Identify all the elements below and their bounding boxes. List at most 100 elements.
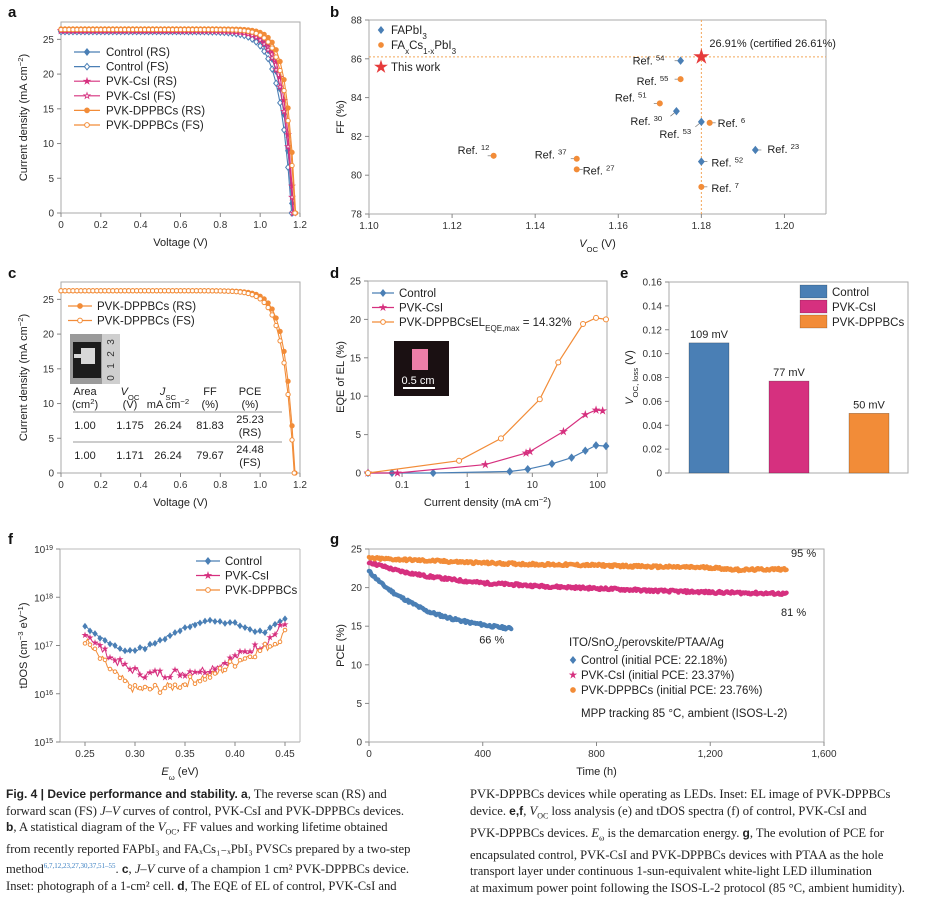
legend-swatch (799, 299, 828, 314)
data-point (536, 396, 543, 403)
table-cell-pce: 25.23 (236, 414, 264, 426)
max-eqe-annotation: ELEQE,max = 14.32% (471, 317, 572, 333)
data-point (277, 639, 283, 645)
data-point (152, 682, 158, 688)
data-point (187, 674, 193, 679)
y-tick-label: 20 (43, 330, 55, 341)
x-axis-label: Current density (mA cm−2) (424, 495, 551, 510)
legend-marker-facs (378, 42, 384, 48)
caption-line: method6,7,12,23,27,30,37,51–55. c, J–V c… (6, 861, 409, 877)
data-point (506, 467, 514, 476)
panel-a: 0 5 10 15 20 25 0 0.2 0.4 0.6 0.8 1.0 1.2 Voltage (V)… (16, 21, 307, 249)
data-point (429, 468, 437, 478)
data-point (202, 677, 208, 682)
legend-marker (569, 656, 577, 664)
table-header-unit: (%) (241, 399, 258, 411)
data-point (132, 683, 138, 688)
legend-label: PVK-DPPBCs (399, 317, 471, 329)
data-point (192, 681, 198, 687)
legend: ITO/SnO2/perovskite/PTAA/Ag Control (init… (568, 637, 788, 720)
y-tick-label: 1016 (34, 689, 53, 701)
data-point (142, 645, 148, 653)
bar (688, 342, 730, 474)
data-point (267, 624, 273, 632)
ref-point-55: Ref. 55 (637, 74, 684, 88)
panel-letter-g: g (330, 531, 339, 548)
data-point (197, 619, 203, 627)
data-point (177, 685, 183, 690)
table-cell: 79.67 (196, 450, 224, 462)
panel-letter-f: f (8, 531, 14, 548)
data-point (580, 409, 590, 419)
data-point (247, 625, 253, 633)
legend: PVK-DPPBCs (RS) PVK-DPPBCs (FS) (68, 301, 196, 328)
data-point (82, 622, 88, 630)
retention-label-csi: 81 % (781, 607, 806, 619)
inset-photo: 0 1 2 3 (70, 334, 120, 384)
data-point (456, 457, 463, 464)
series-pvk-csi (81, 620, 289, 681)
data-point (146, 668, 154, 676)
data-point (132, 647, 138, 654)
data-point (207, 616, 213, 624)
data-point (281, 88, 287, 94)
legend-marker (380, 319, 386, 325)
data-point (92, 630, 98, 638)
x-tick-label: 0 (58, 220, 64, 231)
data-point (141, 673, 149, 681)
y-axis-label: EQE of EL (%) (335, 341, 347, 413)
y-tick-label: 86 (351, 54, 363, 65)
data-point (592, 441, 600, 450)
data-point (282, 627, 288, 633)
series-pvk-dppbcs-fs- (58, 26, 298, 216)
legend-label: PVK-DPPBCs (FS) (106, 120, 204, 132)
table-cell: 81.83 (196, 420, 224, 432)
y-tick-label: 25 (351, 545, 363, 556)
data-point (191, 668, 199, 676)
y-tick-label: 0 (355, 469, 361, 480)
data-point (116, 655, 124, 663)
legend-marker (83, 48, 91, 56)
y-tick-label: 5 (356, 699, 362, 710)
data-point (192, 621, 198, 629)
data-point (187, 623, 193, 631)
y-tick-label: 0.10 (643, 349, 663, 360)
data-point (152, 639, 158, 647)
panel-letter-b: b (330, 4, 339, 21)
data-point (548, 459, 556, 468)
table-header: JSC (159, 386, 177, 402)
ref-label: Ref. 27 (583, 163, 615, 178)
data-point (277, 338, 283, 344)
data-point (237, 657, 243, 663)
legend-marker (568, 670, 578, 679)
table-cell: 1.171 (116, 450, 144, 462)
data-point (602, 441, 610, 451)
data-point (96, 641, 104, 649)
y-tick-label: 1018 (34, 593, 53, 605)
ref-point-7: Ref. 7 (698, 180, 739, 195)
legend: Control PVK-CsI PVK-DPPBCs (196, 556, 297, 597)
data-point (252, 654, 258, 660)
legend-label: PVK-DPPBCs (initial PCE: 23.76%) (581, 685, 763, 697)
x-tick-label: 0.45 (275, 749, 295, 760)
data-point (277, 67, 283, 74)
data-point (147, 686, 153, 692)
active-area (81, 348, 95, 364)
x-tick-label: 0.6 (174, 220, 188, 231)
series-band (366, 568, 514, 632)
data-point (276, 82, 285, 91)
data-point (131, 664, 139, 672)
data-point (677, 56, 685, 65)
data-point (273, 54, 279, 60)
data-point (292, 210, 298, 216)
data-point (257, 296, 263, 302)
data-point (246, 647, 254, 655)
data-point (181, 672, 189, 679)
ref-label: Ref. 12 (458, 142, 490, 157)
caption-line: at maximum power point following the ISO… (470, 881, 905, 895)
data-point (697, 157, 705, 166)
x-axis-label: Time (h) (576, 766, 617, 778)
data-point (236, 647, 244, 655)
panel-letter-a: a (8, 4, 17, 21)
